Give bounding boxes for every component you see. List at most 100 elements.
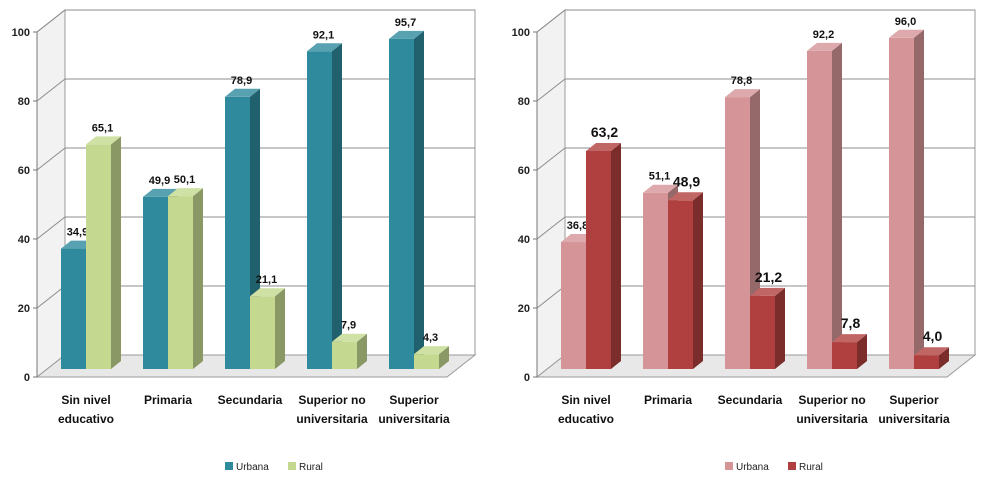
chart-0-category-label: Primaria — [144, 393, 192, 407]
chart-0-legend-swatch — [225, 462, 233, 470]
chart-0-bar-top — [414, 346, 449, 355]
chart-0-bar-top — [168, 188, 203, 197]
chart-1-y-tick-label: 80 — [518, 96, 530, 108]
chart-0-category-label: Superior no universitaria — [296, 393, 368, 426]
chart-0-bar-rural — [86, 144, 111, 369]
chart-1-legend-swatch — [788, 462, 796, 470]
chart-1-bar-top — [914, 347, 949, 356]
chart-1-category-label: Superior no universitaria — [796, 393, 868, 426]
chart-0-data-label: 49,9 — [149, 175, 170, 187]
chart-1-y-tick-label: 20 — [518, 303, 530, 315]
chart-1-legend-label: Rural — [799, 462, 823, 473]
chart-0-data-label: 92,1 — [313, 29, 334, 41]
chart-0-bar-top — [143, 188, 178, 197]
chart-0-bar-urbana — [143, 196, 168, 369]
chart-1-bar-top — [725, 89, 760, 98]
chart-1-bar-top — [750, 287, 785, 296]
chart-1-bar-urbana — [643, 192, 668, 369]
chart-0-legend-label: Urbana — [236, 462, 269, 473]
chart-0-bar-side — [439, 346, 449, 369]
chart-0-bar-top — [389, 30, 424, 39]
chart-0-category-label: Superior universitaria — [378, 393, 450, 426]
chart-0-bar-rural — [332, 341, 357, 369]
chart-1-data-label: 4,0 — [923, 328, 943, 344]
chart-1-bar-urbana — [807, 50, 832, 369]
chart-0-bar-urbana — [307, 51, 332, 369]
chart-0-y-tick-label: 20 — [18, 303, 30, 315]
chart-0-data-label: 50,1 — [174, 174, 195, 186]
chart-1-y-tick-label: 40 — [518, 234, 530, 246]
chart-0-data-label: 34,9 — [67, 227, 88, 239]
chart-0-data-label: 4,3 — [423, 332, 438, 344]
chart-0-bar-urbana — [61, 248, 86, 369]
chart-0-y-tick-label: 80 — [18, 96, 30, 108]
chart-1-bar-urbana — [889, 37, 914, 370]
chart-0-bar-side — [357, 333, 367, 369]
chart-1-bar-side — [914, 29, 924, 370]
chart-1-bar-urbana — [561, 242, 586, 369]
chart-left-svg: 0 20 40 60 80 100 34,9 65,1 Sin nivel educativo 49… — [12, 8, 477, 473]
chart-1-bar-rural — [750, 295, 775, 369]
chart-0-bar-top — [332, 333, 367, 342]
chart-0-data-label: 21,1 — [256, 274, 277, 286]
chart-0-bar-top — [307, 43, 342, 52]
chart-1-bar-top — [807, 42, 842, 51]
chart-0-bar-rural — [414, 354, 439, 369]
chart-0-bar-side — [414, 30, 424, 370]
chart-1-y-tick-label: 60 — [518, 165, 530, 177]
chart-1-data-label: 78,8 — [731, 75, 752, 87]
chart-0-bar-side — [111, 136, 121, 369]
chart-1-side-wall — [536, 8, 566, 379]
chart-0-bar-top — [86, 136, 121, 145]
chart-1-bar-side — [857, 334, 867, 369]
chart-1-bar-rural — [668, 200, 693, 369]
chart-1-bar-rural — [832, 342, 857, 369]
chart-0-category-label: Sin nivel educativo — [58, 393, 114, 426]
chart-0-legend-label: Rural — [299, 462, 323, 473]
chart-1-bar-top — [586, 142, 621, 151]
chart-0-side-wall — [36, 8, 66, 379]
chart-1-category-label: Sin nivel educativo — [558, 393, 614, 426]
chart-0-bar-urbana — [225, 96, 250, 370]
chart-1-data-label: 7,8 — [841, 315, 861, 331]
chart-1-data-label: 51,1 — [649, 171, 670, 183]
chart-1-data-label: 48,9 — [673, 173, 700, 189]
chart-0-bar-top — [250, 288, 285, 297]
chart-0-legend: Urbana Rural — [225, 462, 323, 473]
chart-0-data-label: 78,9 — [231, 75, 252, 87]
chart-1-category-label: Superior universitaria — [878, 393, 950, 426]
chart-1-category-label: Primaria — [644, 393, 692, 407]
chart-left: 0 20 40 60 80 100 34,9 65,1 Sin nivel educativo 49… — [12, 8, 477, 473]
chart-0-gridline — [36, 9, 475, 33]
chart-1-bar-side — [939, 347, 949, 369]
chart-1-bar-side — [832, 42, 842, 369]
chart-0-bar-top — [225, 88, 260, 97]
chart-0-bar-side — [193, 188, 203, 369]
chart-1-bar-top — [889, 29, 924, 38]
chart-1-data-label: 21,2 — [755, 269, 782, 285]
chart-1-data-label: 92,2 — [813, 29, 834, 41]
chart-0-y-tick-label: 100 — [12, 27, 30, 39]
chart-1-bar-side — [611, 142, 621, 369]
chart-0-data-label: 95,7 — [395, 17, 416, 29]
chart-1-bar-rural — [914, 355, 939, 369]
chart-1-bar-side — [693, 192, 703, 369]
chart-0-legend-swatch — [288, 462, 296, 470]
chart-0-y-tick-label: 40 — [18, 234, 30, 246]
chart-1-gridline — [536, 9, 975, 33]
chart-0-y-tick-label: 0 — [24, 372, 30, 384]
chart-1-bar-urbana — [725, 97, 750, 369]
chart-0-category-label: Secundaria — [218, 393, 283, 407]
chart-1-legend: Urbana Rural — [725, 462, 823, 473]
chart-1-bar-rural — [586, 150, 611, 369]
chart-0-bar-rural — [250, 296, 275, 369]
chart-0-bar-rural — [168, 196, 193, 369]
chart-1-bar-top — [643, 184, 678, 193]
chart-right: 0 20 40 60 80 100 36,8 63,2 Sin nivel educativo 51… — [500, 0, 1000, 482]
chart-0-data-label: 7,9 — [341, 320, 356, 332]
chart-0-data-label: 65,1 — [92, 122, 113, 134]
chart-1-legend-label: Urbana — [736, 462, 769, 473]
chart-1-legend-swatch — [725, 462, 733, 470]
chart-0-bar-side — [332, 43, 342, 369]
chart-0-bar-side — [275, 288, 285, 369]
